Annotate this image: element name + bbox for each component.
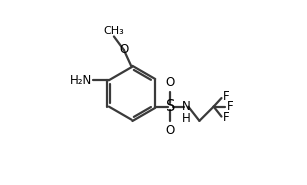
Text: F: F bbox=[227, 100, 233, 113]
Text: O: O bbox=[119, 43, 129, 56]
Text: N: N bbox=[182, 100, 191, 113]
Text: F: F bbox=[223, 112, 230, 125]
Text: S: S bbox=[165, 99, 175, 114]
Text: O: O bbox=[165, 76, 175, 89]
Text: F: F bbox=[223, 90, 230, 103]
Text: H₂N: H₂N bbox=[70, 74, 92, 87]
Text: H: H bbox=[182, 112, 191, 125]
Text: O: O bbox=[165, 124, 175, 137]
Text: CH₃: CH₃ bbox=[103, 26, 124, 36]
